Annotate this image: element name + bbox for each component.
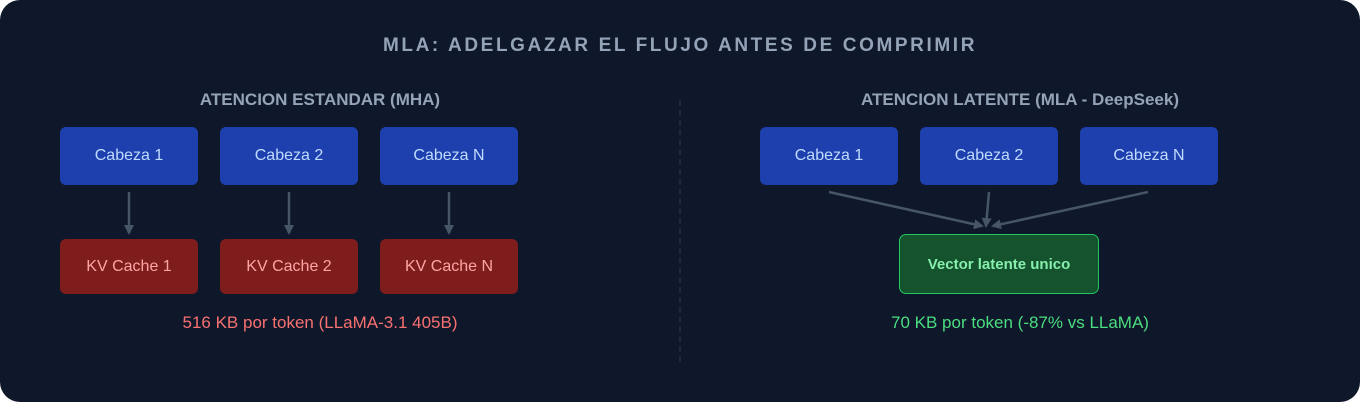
divider (679, 100, 681, 362)
mla-head-1: Cabeza 1 (760, 127, 898, 185)
mla-heading: ATENCION LATENTE (MLA - DeepSeek) (861, 90, 1179, 109)
mha-head-n: Cabeza N (380, 127, 518, 185)
mha-head-1: Cabeza 1 (60, 127, 198, 185)
kv-cache-n: KV Cache N (380, 239, 518, 294)
arrow-mla-headn-latent (991, 190, 1149, 230)
arrow-mla-head1-latent (828, 190, 984, 230)
mla-head-2: Cabeza 2 (920, 127, 1058, 185)
kv-cache-1: KV Cache 1 (60, 239, 198, 294)
arrow-mla-head2-latent (981, 191, 992, 228)
mha-note: 516 KB por token (LLaMA-3.1 405B) (182, 313, 458, 332)
mla-head-n: Cabeza N (1080, 127, 1218, 185)
diagram-title: MLA: ADELGAZAR EL FLUJO ANTES DE COMPRIM… (382, 35, 978, 56)
kv-cache-2: KV Cache 2 (220, 239, 358, 294)
mha-heading: ATENCION ESTANDAR (MHA) (199, 90, 441, 109)
mha-head-2: Cabeza 2 (220, 127, 358, 185)
mla-note: 70 KB por token (-87% vs LLaMA) (891, 313, 1149, 332)
latent-vector-box: Vector latente unico (899, 234, 1099, 294)
